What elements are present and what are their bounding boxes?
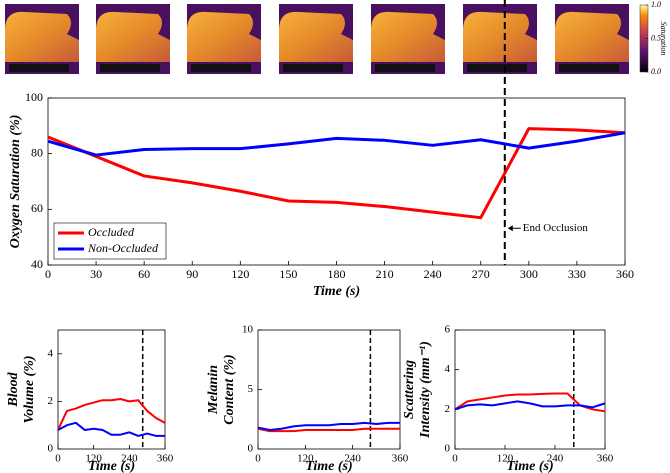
hand-shape [187,11,261,62]
x-tick-label: 240 [424,267,442,281]
y-axis-label: Melanin [206,365,221,415]
plot-frame [57,329,166,450]
stand [559,64,619,72]
stand [467,64,527,72]
y-tick-label: 0 [248,443,254,455]
chart: 0 120 240 360 0 5 10 Time (s) Melanin Content (%) [206,324,409,473]
x-tick-label: 60 [138,267,150,281]
annotation: End Occlusion [523,222,589,234]
hand-shape [371,11,445,62]
y-axis-label: Content (%) [222,354,237,424]
thermal-image [463,4,537,74]
x-tick-label: 120 [497,453,514,465]
colorbar-label: Saturation [659,22,668,56]
thermal-image [187,4,261,74]
x-tick-label: 150 [279,267,297,281]
stand [191,64,251,72]
stand [375,64,435,72]
x-tick-label: 0 [55,453,61,465]
y-tick-label: 2 [445,403,451,415]
stand [9,64,69,72]
series-line [57,421,165,437]
y-tick-label: 10 [242,324,254,336]
x-axis-label: Time (s) [506,459,553,473]
image-strip [5,4,629,74]
x-tick-label: 0 [255,453,261,465]
x-tick-label: 240 [344,453,361,465]
x-tick-label: 120 [297,453,314,465]
y-tick-label: 40 [31,257,43,271]
y-axis-label: Intensity (mm⁻¹) [418,341,433,439]
hand-shape [555,11,629,62]
series-line [454,400,606,411]
x-axis-label: Time (s) [305,459,352,473]
thermal-image [5,4,79,74]
y-axis-label: Blood [6,371,21,407]
y-tick-label: 100 [25,90,43,104]
thermal-image [96,4,170,74]
thermal-image [371,4,445,74]
x-tick-label: 120 [231,267,249,281]
legend-label: Occluded [88,225,135,239]
thermal-image [279,4,353,74]
x-tick-label: 120 [85,453,102,465]
chart: 0 120 240 360 0 2 4 Time (s) Blood Volume (%) [6,329,174,473]
stand [100,64,160,72]
thermal-image [555,4,629,74]
x-tick-label: 360 [157,453,174,465]
legend-label: Non-Occluded [87,241,159,255]
y-tick-label: 2 [48,395,54,407]
series-line [47,131,626,157]
y-tick-label: 0 [445,443,451,455]
y-axis-label: Oxygen Saturation (%) [8,115,23,249]
x-tick-label: 210 [376,267,394,281]
legend-box [53,222,167,260]
colorbar-tick-label: 0.0 [651,67,661,76]
y-tick-label: 4 [48,347,54,359]
y-tick-label: 6 [445,324,451,336]
y-tick-label: 60 [31,201,43,215]
annotation-arrowhead [507,225,513,232]
chart: 0 120 240 360 0 2 4 6 Time (s) Scattering Intensit… [402,324,614,473]
chart: 0 30 60 90 120 150 180 210 240 270 300 330 360 40 60 80… [8,0,634,299]
x-tick-label: 360 [392,453,409,465]
x-axis-label: Time (s) [313,284,360,299]
series-line [257,421,400,431]
x-tick-label: 0 [45,267,51,281]
hand-shape [279,11,353,62]
x-axis-label: Time (s) [88,459,135,473]
x-tick-label: 240 [547,453,564,465]
series-line [257,427,400,433]
y-tick-label: 5 [248,383,254,395]
x-tick-label: 300 [520,267,538,281]
x-tick-label: 360 [616,267,634,281]
x-tick-label: 360 [597,453,614,465]
x-tick-label: 180 [328,267,346,281]
plot-frame [454,329,606,450]
x-tick-label: 90 [186,267,198,281]
y-axis-label: Scattering [402,360,417,419]
y-tick-label: 80 [31,145,43,159]
hand-shape [5,11,79,62]
x-tick-label: 270 [472,267,490,281]
y-tick-label: 0 [48,443,54,455]
x-tick-label: 30 [90,267,102,281]
hand-shape [96,11,170,62]
y-tick-label: 4 [445,363,451,375]
series-line [57,398,166,431]
colorbar-tick-label: 0.5 [651,33,661,42]
series-line [47,127,626,220]
stand [283,64,343,72]
y-axis-label: Volume (%) [22,355,37,423]
x-tick-label: 0 [452,453,458,465]
colorbar-tick-label: 1.0 [651,0,661,9]
x-tick-label: 330 [568,267,586,281]
x-tick-label: 240 [121,453,138,465]
hand-shape [463,11,537,62]
